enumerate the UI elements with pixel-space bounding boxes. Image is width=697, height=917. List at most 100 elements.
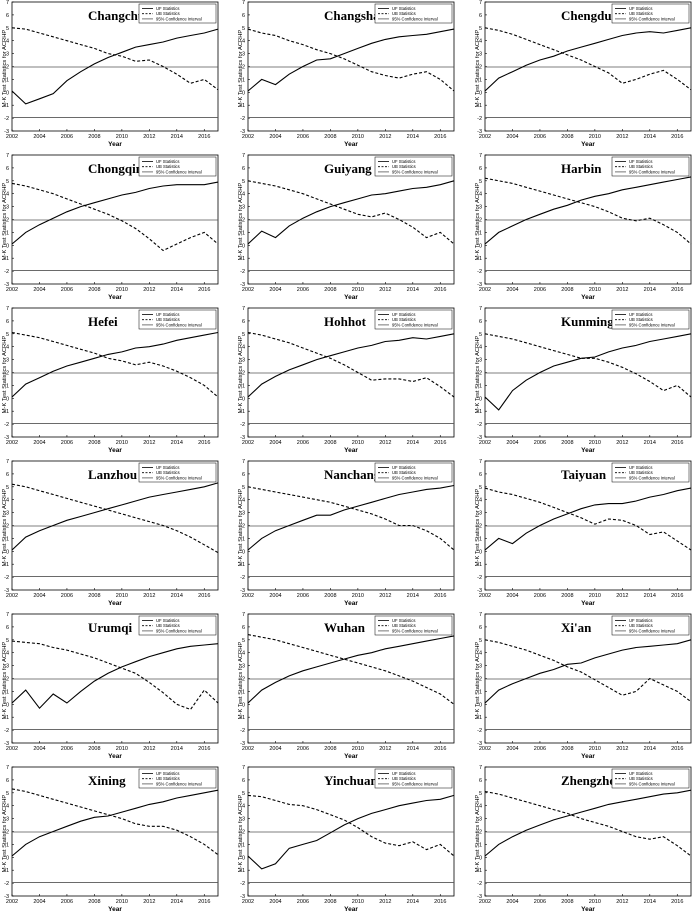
- y-tick-label: 4: [242, 345, 245, 351]
- x-tick-label: 2010: [589, 746, 601, 752]
- legend-label: UB Statistics: [629, 623, 653, 628]
- y-tick-label: 5: [6, 332, 9, 338]
- y-tick-label: 5: [6, 26, 9, 32]
- legend-label: 95% Confidence Interval: [156, 322, 202, 327]
- chart-svg: -3 -2 -1 0 1 2 3 4 5 6 7 2002 2004 2006 2008 2010 2012 20…: [2, 0, 219, 148]
- legend-box: [611, 309, 690, 330]
- x-tick-label: 2010: [352, 593, 364, 599]
- legend-box: [374, 156, 453, 177]
- y-tick-label: 0: [6, 702, 9, 708]
- ub-series-line: [484, 639, 692, 703]
- y-tick-label: 6: [479, 778, 482, 784]
- ub-series-line: [11, 182, 219, 252]
- chart-title: Hefei: [88, 314, 118, 329]
- ub-series-line: [247, 794, 455, 857]
- y-tick-label: 2: [479, 677, 482, 683]
- chart-panel: -3 -2 -1 0 1 2 3 4 5 6 7 2002 2004 2006 2008 2010 2012 20…: [236, 0, 468, 152]
- x-tick-label: 2008: [561, 899, 573, 905]
- x-tick-label: 2004: [33, 746, 45, 752]
- x-tick-label: 2004: [506, 134, 518, 140]
- y-axis-label: M-K Test Statistics for ACRHP: [2, 642, 8, 720]
- legend-label: UF Statistics: [156, 159, 180, 164]
- legend-label: 95% Confidence Interval: [629, 628, 675, 633]
- uf-series-line: [484, 176, 692, 245]
- ub-series-line: [484, 27, 692, 91]
- x-tick-label: 2012: [616, 440, 628, 446]
- y-axis-label: M-K Test Statistics for ACRHP: [2, 183, 8, 261]
- x-tick-label: 2016: [198, 746, 210, 752]
- legend-box: [374, 309, 453, 330]
- legend-box: [138, 3, 217, 24]
- y-tick-label: 7: [479, 306, 482, 312]
- chart-panel: -3 -2 -1 0 1 2 3 4 5 6 7 2002 2004 2006 2008 2010 2012 20…: [236, 612, 468, 764]
- chart-panel: -3 -2 -1 0 1 2 3 4 5 6 7 2002 2004 2006 2008 2010 2012 20…: [236, 306, 468, 458]
- x-tick-label: 2012: [616, 134, 628, 140]
- y-tick-label: 6: [242, 166, 245, 172]
- y-axis-label: M-K Test Statistics for ACRHP: [2, 30, 8, 108]
- y-tick-label: 4: [479, 804, 482, 810]
- y-tick-label: 5: [242, 638, 245, 644]
- x-tick-label: 2006: [297, 746, 309, 752]
- chart-panel: -3 -2 -1 0 1 2 3 4 5 6 7 2002 2004 2006 2008 2010 2012 20…: [0, 306, 232, 458]
- y-tick-label: 2: [242, 830, 245, 836]
- y-tick-label: 6: [6, 166, 9, 172]
- y-tick-label: 0: [242, 90, 245, 96]
- x-tick-label: 2010: [116, 593, 128, 599]
- chart-svg: -3 -2 -1 0 1 2 3 4 5 6 7 2002 2004 2006 2008 2010 2012 20…: [475, 612, 692, 760]
- legend-label: UF Statistics: [156, 618, 180, 623]
- chart-title: Chongqing: [88, 161, 150, 176]
- y-tick-label: 2: [479, 524, 482, 530]
- y-tick-label: -3: [4, 282, 9, 288]
- chart-panel: -3 -2 -1 0 1 2 3 4 5 6 7 2002 2004 2006 2008 2010 2012 20…: [473, 459, 697, 611]
- ub-series-line: [484, 790, 692, 857]
- y-tick-label: 0: [479, 90, 482, 96]
- x-tick-label: 2002: [6, 440, 18, 446]
- y-tick-label: -2: [240, 575, 245, 581]
- y-tick-label: 5: [479, 26, 482, 32]
- x-tick-label: 2014: [407, 593, 419, 599]
- x-tick-label: 2004: [269, 746, 281, 752]
- y-tick-label: 1: [479, 230, 482, 236]
- y-tick-label: 6: [6, 319, 9, 325]
- x-tick-label: 2006: [61, 134, 73, 140]
- chart-title: Taiyuan: [561, 467, 607, 482]
- y-axis-label: M-K Test Statistics for ACRHP: [2, 489, 8, 567]
- y-tick-label: 1: [479, 536, 482, 542]
- chart-panel: -3 -2 -1 0 1 2 3 4 5 6 7 2002 2004 2006 2008 2010 2012 20…: [236, 153, 468, 305]
- legend-label: UB Statistics: [156, 623, 180, 628]
- chart-svg: -3 -2 -1 0 1 2 3 4 5 6 7 2002 2004 2006 2008 2010 2012 20…: [238, 765, 455, 913]
- x-tick-label: 2006: [297, 593, 309, 599]
- uf-series-line: [11, 331, 219, 398]
- x-tick-label: 2004: [33, 899, 45, 905]
- legend-label: UF Statistics: [629, 312, 653, 317]
- x-tick-label: 2010: [589, 593, 601, 599]
- chart-title: Xining: [88, 773, 126, 788]
- y-tick-label: -1: [240, 103, 245, 109]
- chart-title: Changchun: [88, 8, 153, 23]
- y-tick-label: 3: [479, 205, 482, 211]
- y-tick-label: 4: [6, 192, 9, 198]
- y-tick-label: -3: [477, 894, 482, 900]
- x-tick-label: 2010: [116, 134, 128, 140]
- chart-panel: -3 -2 -1 0 1 2 3 4 5 6 7 2002 2004 2006 2008 2010 2012 20…: [0, 612, 232, 764]
- x-tick-label: 2002: [242, 746, 254, 752]
- x-tick-label: 2010: [589, 134, 601, 140]
- y-tick-label: 3: [6, 205, 9, 211]
- y-tick-label: 7: [479, 153, 482, 159]
- chart-panel: -3 -2 -1 0 1 2 3 4 5 6 7 2002 2004 2006 2008 2010 2012 20…: [0, 0, 232, 152]
- x-axis-label: Year: [344, 294, 358, 301]
- y-tick-label: 5: [479, 638, 482, 644]
- y-tick-label: -3: [240, 129, 245, 135]
- chart-svg: -3 -2 -1 0 1 2 3 4 5 6 7 2002 2004 2006 2008 2010 2012 20…: [2, 459, 219, 607]
- y-tick-label: 6: [242, 13, 245, 19]
- y-tick-label: -3: [4, 435, 9, 441]
- y-axis-label: M-K Test Statistics for ACRHP: [475, 642, 481, 720]
- y-tick-label: 4: [6, 345, 9, 351]
- chart-svg: -3 -2 -1 0 1 2 3 4 5 6 7 2002 2004 2006 2008 2010 2012 20…: [475, 153, 692, 301]
- y-axis-label: M-K Test Statistics for ACRHP: [238, 642, 244, 720]
- x-tick-label: 2008: [88, 287, 100, 293]
- x-tick-label: 2006: [297, 899, 309, 905]
- x-tick-label: 2002: [479, 593, 491, 599]
